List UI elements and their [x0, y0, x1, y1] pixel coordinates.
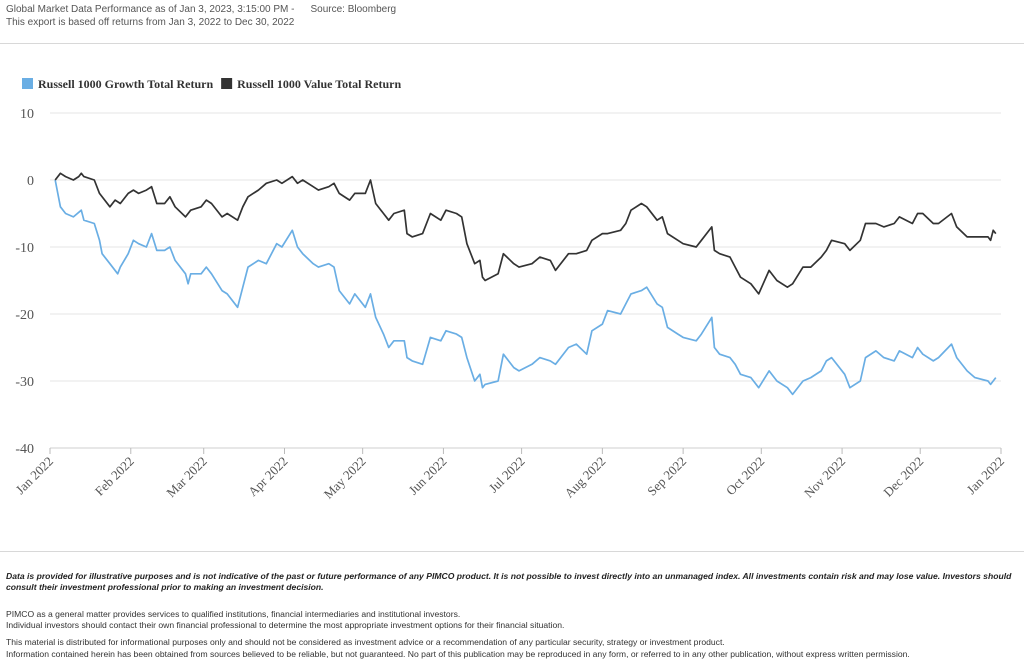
x-tick-label: Jan 2022 — [13, 454, 57, 498]
y-tick-label: -30 — [15, 375, 34, 390]
header-source: Source: Bloomberg — [310, 4, 397, 15]
legend-label: Russell 1000 Growth Total Return — [38, 77, 213, 91]
header-title: Global Market Data Performance as of Jan… — [6, 4, 295, 15]
x-tick-label: Mar 2022 — [163, 454, 210, 501]
top-divider — [0, 43, 1024, 44]
x-tick-label: Sep 2022 — [644, 454, 689, 499]
x-axis-ticks: Jan 2022 Feb 2022 Mar 2022 Apr 2022 May 2022… — [13, 448, 1008, 502]
y-tick-label: -20 — [15, 308, 34, 323]
legend-swatch — [22, 78, 33, 89]
series-line-growth — [54, 179, 997, 396]
y-tick-label: 10 — [20, 107, 34, 122]
bottom-divider — [0, 551, 1024, 552]
legend-label: Russell 1000 Value Total Return — [237, 77, 401, 91]
disclaimer-line-3: This material is distributed for informa… — [6, 637, 725, 647]
y-axis-ticks: 10 0 -10 -20 -30 -40 — [15, 107, 34, 457]
export-header: Global Market Data Performance as of Jan… — [6, 3, 396, 29]
y-tick-label: -10 — [15, 241, 34, 256]
disclaimer-line-4: Information contained herein has been ob… — [6, 649, 910, 659]
x-tick-label: Oct 2022 — [723, 454, 768, 499]
legend-swatch — [221, 78, 233, 89]
disclaimer-bold: Data is provided for illustrative purpos… — [6, 571, 1012, 592]
disclaimer-line-2: Individual investors should contact thei… — [6, 620, 565, 630]
x-tick-label: Apr 2022 — [245, 454, 291, 500]
y-tick-label: -40 — [15, 442, 34, 457]
x-tick-label: Dec 2022 — [880, 454, 926, 500]
x-tick-label: Aug 2022 — [561, 454, 608, 501]
x-tick-label: Jul 2022 — [486, 454, 528, 496]
x-tick-label: Nov 2022 — [801, 454, 848, 501]
series-line-value — [54, 172, 997, 295]
chart-grid — [50, 112, 1001, 449]
header-date-range: This export is based off returns from Ja… — [6, 17, 295, 28]
chart-legend: Russell 1000 Growth Total Return Russell … — [22, 77, 402, 91]
x-tick-label: Feb 2022 — [92, 454, 137, 499]
x-tick-label: May 2022 — [321, 454, 369, 502]
disclaimer-line-1: PIMCO as a general matter provides servi… — [6, 609, 461, 619]
y-tick-label: 0 — [27, 174, 34, 189]
x-tick-label: Jun 2022 — [405, 454, 449, 498]
chart-series-lines — [54, 172, 997, 396]
performance-line-chart: Russell 1000 Growth Total Return Russell … — [13, 77, 1008, 502]
x-tick-label: Jan 2022 — [964, 454, 1008, 498]
